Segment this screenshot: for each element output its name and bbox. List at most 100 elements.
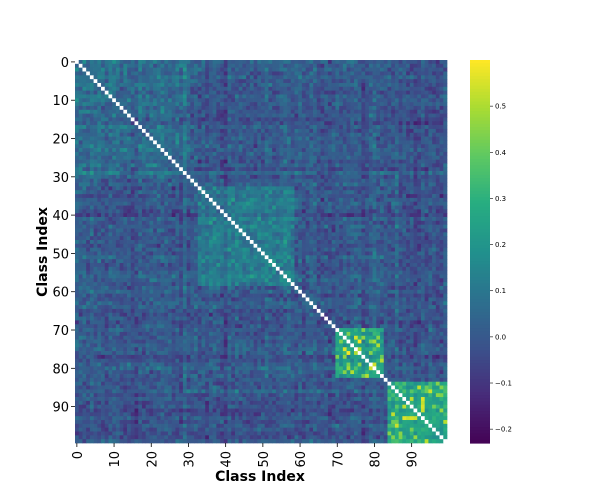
heatmap-cell — [249, 247, 254, 252]
heatmap-cell — [290, 125, 295, 130]
heatmap-cell — [182, 144, 187, 149]
heatmap-cell — [205, 113, 210, 118]
heatmap-cell — [335, 228, 340, 233]
heatmap-cell — [424, 148, 429, 153]
heatmap-cell — [75, 63, 80, 69]
heatmap-cell — [197, 140, 202, 145]
heatmap-cell — [357, 159, 362, 164]
heatmap-cell — [130, 132, 135, 137]
heatmap-cell — [361, 132, 366, 137]
heatmap-cell — [279, 182, 284, 187]
heatmap-cell — [320, 90, 325, 95]
heatmap-cell — [153, 182, 158, 187]
heatmap-cell — [428, 105, 433, 111]
heatmap-cell — [380, 205, 385, 210]
heatmap-cell — [316, 247, 321, 252]
heatmap-cell — [339, 174, 344, 180]
heatmap-cell — [160, 205, 165, 210]
heatmap-cell — [160, 75, 165, 80]
heatmap-cell — [249, 102, 254, 107]
heatmap-cell — [75, 209, 80, 214]
heatmap-cell — [130, 194, 135, 199]
heatmap-cell — [309, 217, 314, 222]
heatmap-cell — [208, 205, 213, 210]
heatmap-cell — [242, 144, 247, 149]
heatmap-cell — [97, 209, 102, 214]
heatmap-cell — [201, 148, 206, 153]
heatmap-cell — [383, 140, 388, 145]
heatmap-cell — [190, 109, 195, 114]
heatmap-cell — [331, 140, 336, 145]
heatmap-cell — [153, 205, 158, 210]
heatmap-cell — [372, 60, 377, 65]
heatmap-diagonal-cell — [205, 194, 210, 199]
heatmap-cell — [234, 155, 240, 160]
heatmap-cell — [361, 163, 366, 168]
heatmap-cell — [380, 67, 385, 72]
heatmap-cell — [417, 174, 422, 180]
heatmap-cell — [283, 201, 288, 206]
heatmap-cell — [194, 155, 199, 160]
heatmap-cell — [149, 232, 154, 237]
heatmap-cell — [350, 117, 355, 122]
heatmap-cell — [75, 155, 80, 160]
heatmap-cell — [123, 132, 128, 137]
heatmap-cell — [227, 155, 232, 160]
heatmap-cell — [279, 159, 284, 164]
heatmap-cell — [417, 197, 422, 203]
heatmap-cell — [153, 163, 158, 168]
heatmap-diagonal-cell — [164, 151, 169, 157]
heatmap-cell — [275, 75, 280, 80]
heatmap-cell — [179, 117, 184, 122]
heatmap-cell — [93, 247, 98, 252]
heatmap-cell — [160, 79, 165, 84]
heatmap-cell — [75, 75, 80, 80]
heatmap-cell — [156, 228, 161, 233]
heatmap-cell — [75, 109, 80, 114]
heatmap-cell — [443, 220, 448, 226]
heatmap-cell — [216, 117, 221, 122]
heatmap-cell — [420, 167, 426, 172]
heatmap-cell — [435, 98, 440, 103]
heatmap-cell — [294, 82, 299, 88]
heatmap-cell — [264, 86, 269, 91]
heatmap-cell — [413, 98, 418, 103]
heatmap-cell — [339, 82, 344, 88]
heatmap-cell — [406, 155, 411, 160]
heatmap-cell — [354, 82, 359, 88]
heatmap-cell — [320, 167, 325, 172]
heatmap-cell — [123, 205, 128, 210]
heatmap-cell — [130, 140, 135, 145]
heatmap-cell — [290, 220, 295, 226]
heatmap-cell — [212, 194, 217, 199]
heatmap-cell — [115, 243, 120, 249]
heatmap-cell — [268, 148, 273, 153]
heatmap-cell — [316, 94, 321, 99]
heatmap-cell — [89, 136, 94, 141]
heatmap-cell — [156, 224, 161, 229]
heatmap-cell — [201, 94, 206, 99]
heatmap-cell — [182, 109, 187, 114]
heatmap-cell — [194, 228, 199, 233]
heatmap-cell — [264, 163, 269, 168]
heatmap-cell — [153, 132, 158, 137]
heatmap-cell — [294, 105, 299, 111]
heatmap-cell — [197, 125, 202, 130]
heatmap-cell — [272, 236, 277, 241]
heatmap-cell — [305, 220, 310, 226]
heatmap-cell — [372, 109, 377, 114]
heatmap-cell — [402, 136, 407, 141]
heatmap-cell — [398, 90, 403, 95]
heatmap-cell — [413, 125, 418, 130]
heatmap-cell — [138, 228, 143, 233]
heatmap-cell — [108, 75, 113, 80]
heatmap-cell — [197, 90, 202, 95]
heatmap-cell — [89, 109, 94, 114]
heatmap-cell — [264, 159, 269, 164]
heatmap-cell — [420, 128, 426, 134]
heatmap-cell — [316, 163, 321, 168]
heatmap-cell — [305, 94, 310, 99]
heatmap-cell — [261, 232, 266, 237]
heatmap-cell — [130, 71, 135, 76]
heatmap-cell — [216, 86, 221, 91]
